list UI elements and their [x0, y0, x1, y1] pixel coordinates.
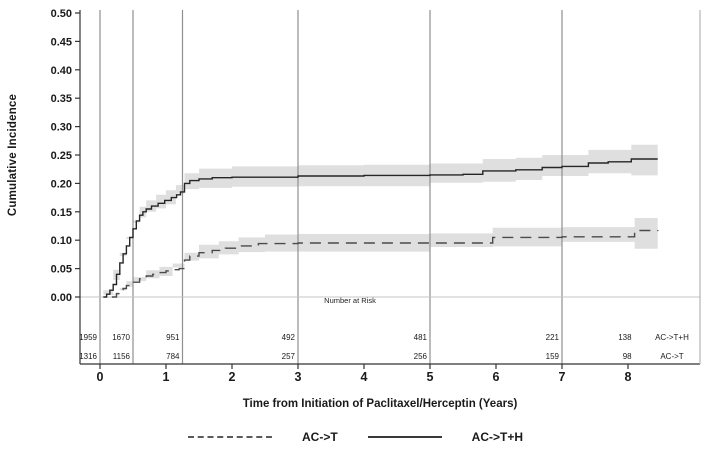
y-tick-label: 0.15 [51, 207, 72, 219]
curve-ac-t [111, 229, 659, 298]
x-tick-label: 1 [163, 370, 170, 384]
risk-count: 256 [414, 352, 428, 361]
risk-count: 98 [623, 352, 632, 361]
number-at-risk-title: Number at Risk [324, 296, 376, 305]
risk-count: 159 [546, 352, 560, 361]
x-tick-label: 4 [361, 370, 368, 384]
risk-count: 1316 [79, 352, 97, 361]
y-tick-label: 0.30 [51, 122, 72, 134]
risk-row-label: AC->T [660, 352, 683, 361]
x-tick-label: 2 [229, 370, 236, 384]
y-tick-label: 0.20 [51, 178, 72, 190]
risk-count: 492 [282, 333, 296, 342]
y-tick-label: 0.00 [51, 292, 72, 304]
confidence-band-solid [103, 142, 658, 297]
y-axis-title: Cumulative Incidence [7, 93, 19, 217]
curve-ac-t-h [103, 158, 658, 298]
legend-solid-line-sample [367, 436, 442, 438]
y-tick-label: 0.25 [51, 150, 72, 162]
x-axis-title: Time from Initiation of Paclitaxel/Herce… [242, 398, 518, 410]
x-tick-label: 6 [493, 370, 500, 384]
y-tick-label: 0.35 [51, 93, 72, 105]
confidence-band-dashed [111, 212, 658, 297]
risk-count: 1156 [113, 352, 131, 361]
risk-count: 221 [546, 333, 560, 342]
risk-count: 951 [166, 333, 180, 342]
risk-count: 784 [166, 352, 180, 361]
risk-row-label: AC->T+H [655, 333, 689, 342]
risk-count: 481 [414, 333, 428, 342]
legend-dashed-line-sample [187, 436, 272, 438]
y-tick-label: 0.10 [51, 235, 72, 247]
legend-label-ac-t-h: AC->T+H [471, 430, 523, 444]
risk-count: 138 [618, 333, 632, 342]
risk-count: 1959 [79, 333, 97, 342]
risk-count: 1670 [112, 333, 130, 342]
x-tick-label: 7 [559, 370, 566, 384]
y-tick-label: 0.45 [51, 36, 72, 48]
y-tick-label: 0.40 [51, 65, 72, 77]
y-tick-label: 0.05 [51, 264, 72, 276]
x-tick-label: 8 [625, 370, 632, 384]
y-tick-label: 0.50 [51, 8, 72, 20]
risk-count: 257 [282, 352, 296, 361]
x-tick-label: 5 [427, 370, 434, 384]
legend: AC->T AC->T+H [0, 430, 711, 444]
legend-label-ac-t: AC->T [301, 430, 338, 444]
x-tick-label: 0 [97, 370, 104, 384]
x-tick-label: 3 [295, 370, 302, 384]
